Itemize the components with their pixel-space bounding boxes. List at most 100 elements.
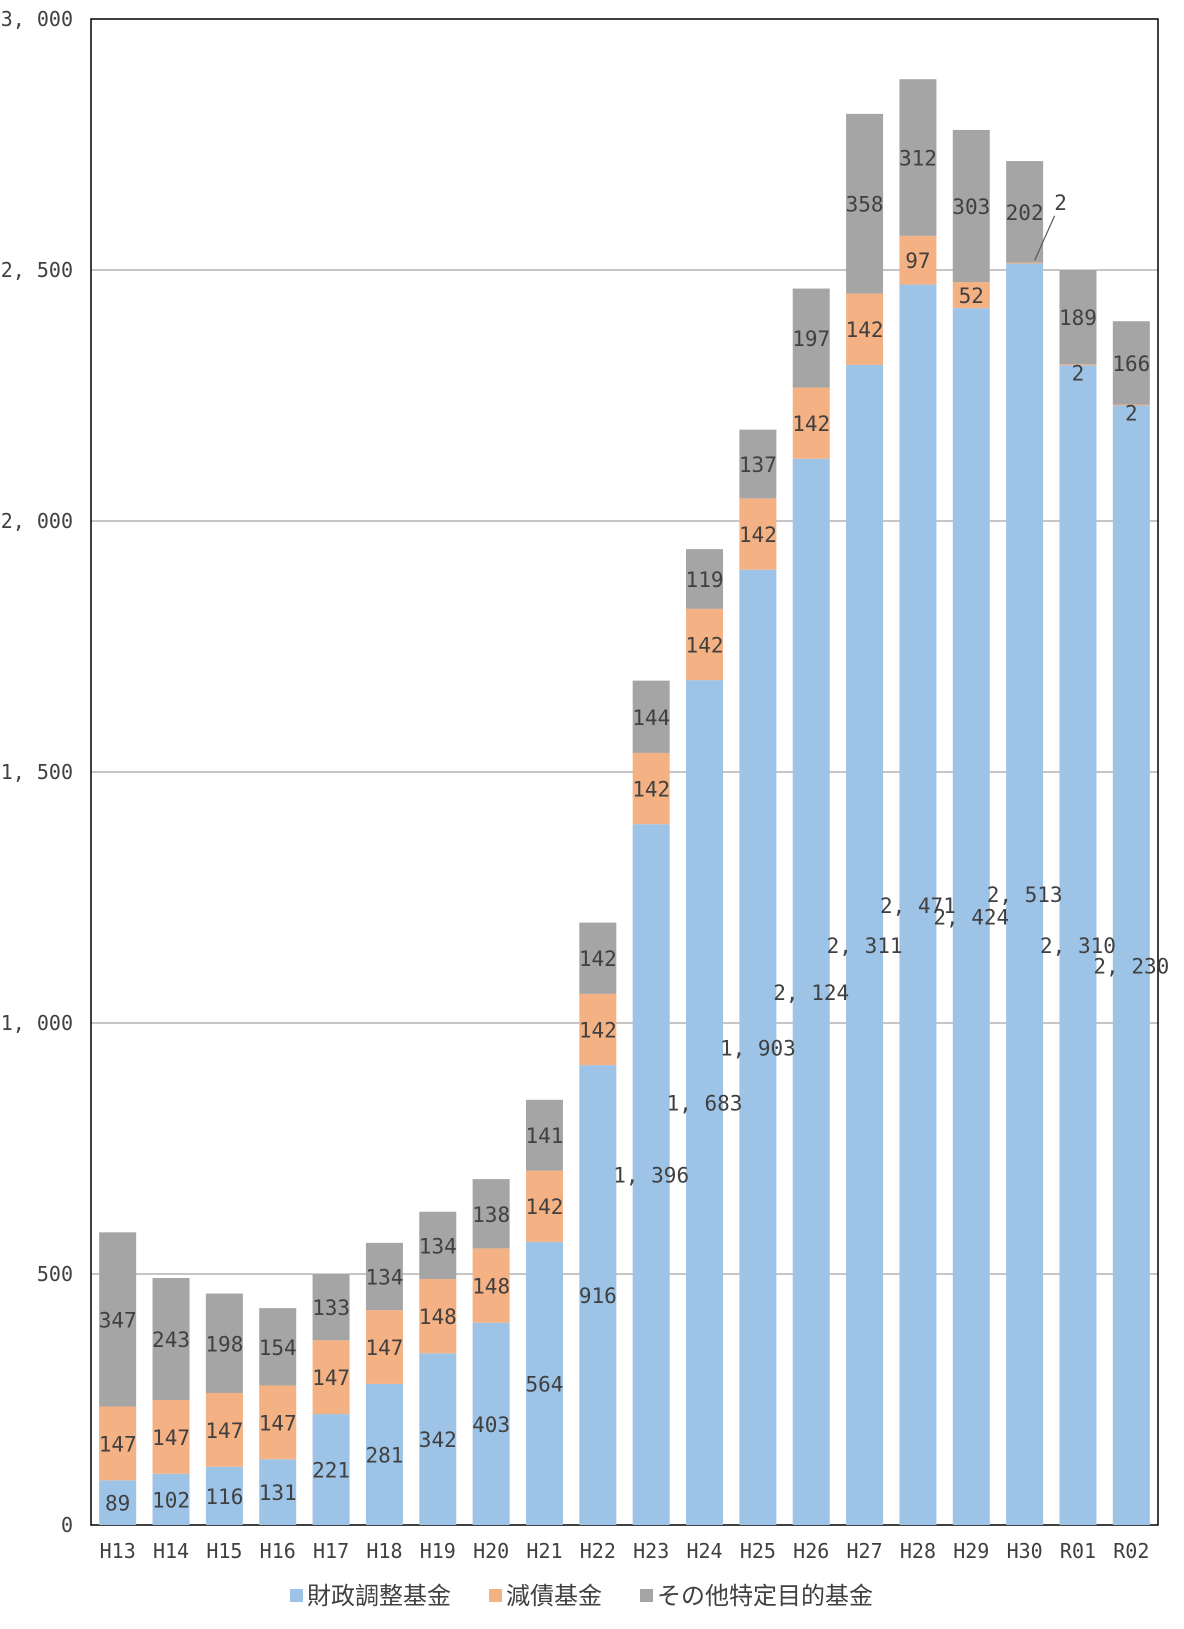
data-label: 147 bbox=[205, 1419, 243, 1443]
data-label: 403 bbox=[472, 1413, 510, 1437]
bar-segment bbox=[99, 1232, 137, 1407]
leader-line bbox=[1034, 215, 1056, 261]
bar-segment bbox=[525, 1099, 563, 1171]
bar-segment bbox=[1112, 321, 1150, 405]
y-tick-label: 0 bbox=[61, 1513, 73, 1537]
data-label: 347 bbox=[99, 1308, 137, 1332]
data-label: 148 bbox=[419, 1305, 457, 1329]
data-label: 133 bbox=[312, 1296, 350, 1320]
data-label: 148 bbox=[472, 1275, 510, 1299]
data-label: 142 bbox=[846, 318, 884, 342]
bar-segment bbox=[579, 922, 617, 994]
bar-segment bbox=[419, 1279, 457, 1354]
bar-segment bbox=[899, 235, 937, 285]
bar-segment bbox=[152, 1400, 190, 1474]
bar-segment bbox=[152, 1278, 190, 1401]
bar-segment bbox=[1059, 364, 1097, 366]
bar-segment bbox=[312, 1414, 350, 1525]
bar-segment bbox=[792, 288, 830, 388]
data-label: 243 bbox=[152, 1328, 190, 1352]
data-label: 2, 311 bbox=[827, 934, 903, 958]
x-tick-label: H21 bbox=[526, 1539, 562, 1563]
data-label: 342 bbox=[419, 1428, 457, 1452]
data-label: 134 bbox=[419, 1234, 457, 1258]
data-label: 142 bbox=[579, 1019, 617, 1043]
data-label: 89 bbox=[105, 1492, 130, 1516]
y-tick-label: 1, 500 bbox=[1, 760, 73, 784]
plot-frame bbox=[90, 18, 1159, 1526]
y-tick-label: 1, 000 bbox=[1, 1011, 73, 1035]
bar-segment bbox=[846, 364, 884, 1526]
bar-segment bbox=[205, 1392, 243, 1467]
data-label: 916 bbox=[579, 1284, 617, 1308]
data-label: 312 bbox=[899, 147, 937, 171]
bar-segment bbox=[739, 498, 777, 570]
bar-segment bbox=[152, 1473, 190, 1525]
data-label: 119 bbox=[686, 568, 724, 592]
bar-segment bbox=[312, 1273, 350, 1341]
data-label: 131 bbox=[259, 1481, 297, 1505]
bar-segment bbox=[205, 1293, 243, 1393]
bar-segment bbox=[792, 387, 830, 459]
bar-segment bbox=[259, 1459, 297, 1525]
data-label: 142 bbox=[739, 523, 777, 547]
data-label: 358 bbox=[846, 193, 884, 217]
data-label: 198 bbox=[205, 1332, 243, 1356]
x-tick-label: H30 bbox=[1007, 1539, 1043, 1563]
legend-swatch bbox=[290, 1589, 303, 1602]
x-tick-label: R02 bbox=[1113, 1539, 1149, 1563]
bar-segment bbox=[846, 293, 884, 365]
data-label: 142 bbox=[686, 633, 724, 657]
bar-segment bbox=[686, 680, 724, 1525]
bar-segment bbox=[1006, 262, 1044, 264]
bar-segment bbox=[686, 608, 724, 681]
data-label: 2, 471 bbox=[880, 894, 956, 918]
data-label: 2, 310 bbox=[1040, 934, 1116, 958]
bar-segment bbox=[1006, 161, 1044, 263]
data-label: 166 bbox=[1112, 352, 1150, 376]
bar-segment bbox=[1112, 404, 1150, 406]
data-label: 2, 124 bbox=[773, 981, 849, 1005]
data-label: 154 bbox=[259, 1336, 297, 1360]
bar-segment bbox=[952, 129, 990, 283]
bar-segment bbox=[472, 1179, 510, 1249]
data-label: 141 bbox=[526, 1124, 564, 1148]
legend-swatch bbox=[640, 1589, 653, 1602]
x-tick-label: H20 bbox=[473, 1539, 509, 1563]
data-label: 564 bbox=[526, 1372, 564, 1396]
bar-segment bbox=[205, 1466, 243, 1525]
data-label: 147 bbox=[259, 1411, 297, 1435]
data-label: 134 bbox=[365, 1266, 403, 1290]
x-tick-label: H15 bbox=[206, 1539, 242, 1563]
bar-segment bbox=[525, 1170, 563, 1242]
x-tick-label: R01 bbox=[1060, 1539, 1096, 1563]
data-label: 221 bbox=[312, 1459, 350, 1483]
data-label: 147 bbox=[152, 1426, 190, 1450]
bar-segment bbox=[259, 1385, 297, 1460]
bar-segment bbox=[365, 1383, 403, 1525]
bar-segment bbox=[739, 569, 777, 1525]
x-tick-label: H14 bbox=[153, 1539, 189, 1563]
bar-segment bbox=[419, 1211, 457, 1280]
bar-segment bbox=[259, 1308, 297, 1386]
legend-label: 減債基金 bbox=[506, 1582, 602, 1610]
bar-segment bbox=[1006, 263, 1044, 1525]
data-label: 144 bbox=[632, 706, 670, 730]
data-label: 142 bbox=[792, 412, 830, 436]
bar-segment bbox=[1059, 269, 1097, 365]
bar-segment bbox=[899, 79, 937, 236]
bar-segment bbox=[579, 1065, 617, 1525]
x-tick-label: H13 bbox=[100, 1539, 136, 1563]
data-label: 202 bbox=[1006, 201, 1044, 225]
x-tick-label: H19 bbox=[420, 1539, 456, 1563]
data-label: 1, 903 bbox=[720, 1036, 796, 1060]
data-label: 102 bbox=[152, 1488, 190, 1512]
data-label: 116 bbox=[205, 1485, 243, 1509]
data-label: 2 bbox=[1054, 191, 1067, 215]
legend-swatch bbox=[489, 1589, 502, 1602]
data-label: 2, 513 bbox=[987, 883, 1063, 907]
data-label: 137 bbox=[739, 453, 777, 477]
bar-segment bbox=[739, 429, 777, 499]
bar-segment bbox=[632, 680, 670, 753]
